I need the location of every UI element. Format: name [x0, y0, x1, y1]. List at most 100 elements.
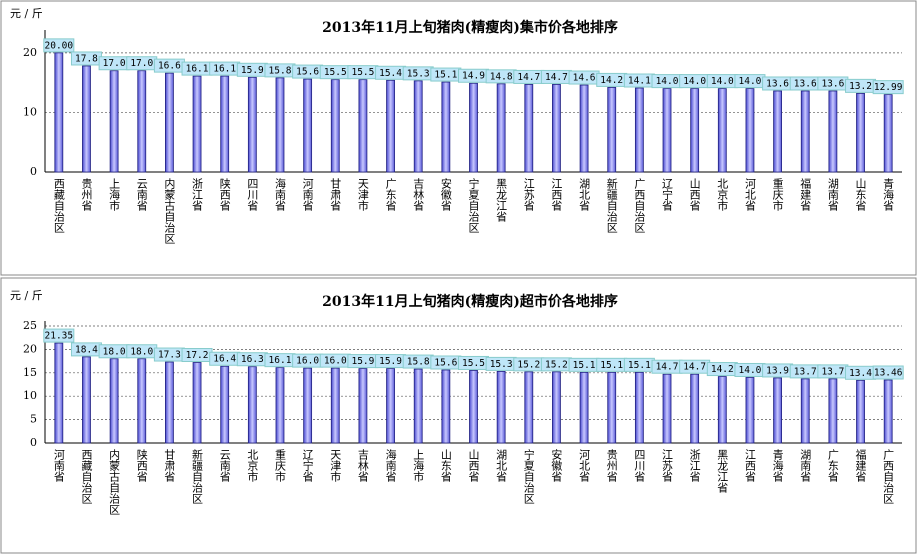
y-tick-label: 25: [23, 319, 37, 332]
value-label: 15.3: [407, 68, 430, 79]
value-label: 17.8: [75, 53, 98, 64]
value-label: 13.2: [849, 81, 872, 92]
x-tick-label: 重庆市: [273, 448, 286, 483]
x-tick-label: 浙江省: [191, 178, 204, 212]
bar: [413, 80, 423, 173]
x-tick-label: 湖南省: [799, 449, 812, 483]
value-label: 18.0: [130, 346, 153, 357]
bar: [552, 371, 561, 444]
bar: [275, 77, 285, 173]
value-label: 15.1: [600, 360, 623, 371]
bar: [773, 90, 782, 173]
x-tick-label: 陕西省: [135, 448, 148, 483]
value-label: 14.8: [490, 71, 513, 82]
y-tick-label: 0: [30, 436, 37, 449]
bar: [496, 370, 506, 444]
value-label: 17.3: [158, 350, 181, 361]
value-label: 16.3: [241, 354, 264, 365]
x-tick-label: 吉林省: [356, 449, 369, 483]
x-tick-label: 四川省: [633, 449, 646, 483]
x-tick-label: 宁夏自治区: [467, 177, 480, 233]
x-tick-label: 福建省: [799, 177, 812, 212]
x-tick-label: 黑龙江省: [495, 178, 508, 223]
x-tick-label: 青海省: [771, 449, 784, 483]
value-label: 15.1: [434, 70, 457, 81]
bar: [662, 88, 672, 173]
bar: [220, 75, 230, 173]
bar: [441, 81, 451, 173]
value-label: 18.0: [103, 346, 126, 357]
x-tick-label: 广西自治区: [882, 449, 895, 504]
bar: [800, 90, 810, 173]
x-tick-label: 河南省: [301, 178, 314, 212]
bar: [856, 92, 865, 173]
value-label: 16.4: [213, 354, 236, 365]
x-tick-label: 山西省: [467, 449, 480, 483]
value-label: 14.2: [600, 75, 623, 86]
value-label: 15.5: [324, 67, 347, 78]
bar: [54, 342, 64, 444]
x-tick-label: 云南省: [218, 449, 231, 483]
value-label: 13.9: [766, 365, 789, 376]
x-tick-label: 河北省: [578, 449, 591, 483]
x-tick-label: 广东省: [384, 178, 397, 212]
x-tick-label: 安徽省: [550, 448, 563, 483]
value-label: 13.4: [849, 368, 872, 379]
x-tick-label: 湖北省: [578, 178, 591, 212]
value-label: 14.0: [711, 76, 734, 87]
bar: [275, 367, 285, 444]
bar: [856, 379, 865, 444]
bar: [386, 79, 395, 173]
chart-title: 2013年11月上旬猪肉(精瘦肉)集市价各地排序: [322, 19, 618, 36]
value-label: 15.1: [628, 360, 651, 371]
value-label: 14.0: [656, 76, 679, 87]
x-tick-label: 北京市: [246, 449, 259, 483]
bar: [358, 368, 368, 444]
x-tick-label: 内蒙古自治区: [108, 448, 121, 515]
bar: [745, 377, 755, 444]
value-label: 16.6: [158, 61, 181, 72]
value-label: 12.99: [874, 82, 903, 93]
x-tick-label: 广西自治区: [633, 178, 646, 233]
x-tick-label: 内蒙古自治区: [163, 177, 176, 244]
value-label: 15.2: [545, 359, 568, 370]
x-tick-label: 湖北省: [495, 449, 508, 483]
y-axis-label: 元 / 斤: [10, 289, 43, 302]
bar: [745, 88, 755, 173]
x-tick-label: 西藏自治区: [80, 449, 93, 504]
x-tick-label: 河北省: [743, 178, 756, 212]
value-label: 13.7: [794, 366, 817, 377]
value-label: 15.6: [296, 67, 319, 78]
bar: [220, 365, 230, 444]
value-label: 13.6: [821, 78, 844, 89]
bar: [828, 378, 838, 444]
value-label: 14.7: [683, 362, 706, 373]
bar: [690, 373, 700, 444]
bar: [247, 76, 257, 173]
x-tick-label: 重庆市: [771, 177, 784, 212]
bar: [690, 88, 700, 173]
value-label: 15.4: [379, 68, 402, 79]
bar: [82, 65, 91, 173]
value-label: 14.0: [683, 76, 706, 87]
x-tick-label: 上海市: [412, 449, 425, 483]
bar: [330, 79, 340, 173]
y-tick-label: 0: [30, 165, 37, 178]
value-label: 21.35: [45, 331, 74, 342]
x-tick-label: 西藏自治区: [52, 178, 65, 233]
value-label: 15.9: [351, 356, 374, 367]
x-tick-label: 辽宁省: [661, 178, 674, 212]
x-tick-label: 北京市: [716, 178, 729, 212]
x-tick-label: 江西省: [550, 178, 563, 212]
value-label: 15.1: [573, 360, 596, 371]
bar: [717, 376, 727, 444]
value-label: 14.1: [628, 76, 651, 87]
x-tick-label: 贵州省: [80, 178, 93, 212]
value-label: 16.1: [186, 64, 209, 75]
value-label: 13.7: [821, 366, 844, 377]
x-tick-label: 贵州省: [605, 449, 618, 483]
x-tick-label: 云南省: [135, 178, 148, 212]
y-tick-label: 20: [23, 342, 37, 355]
bar: [607, 87, 617, 173]
